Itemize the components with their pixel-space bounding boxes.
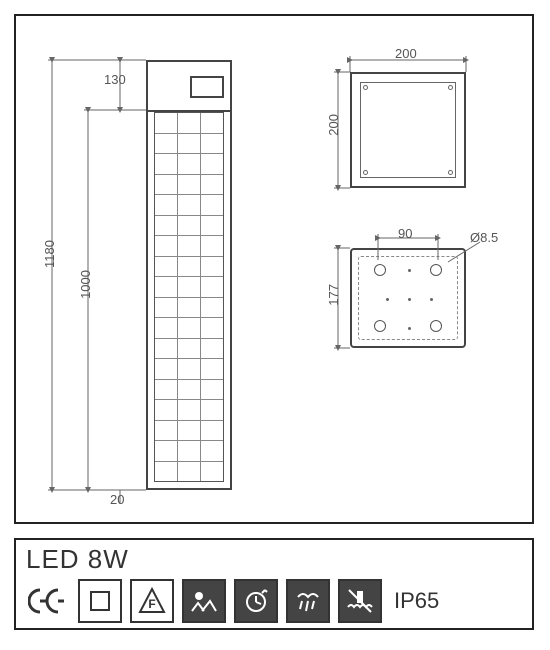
top-plate-dims [330,44,500,214]
ground-install-icon [338,579,382,623]
technical-drawing-panel: 1180 1000 130 20 [14,14,534,524]
timer-icon [234,579,278,623]
ip-rating: IP65 [394,588,439,614]
base-plate-dims [330,226,520,376]
dim-topplate-w: 200 [395,46,417,61]
bollard-head [148,62,230,112]
f-triangle-icon: F [130,579,174,623]
bollard-elevation [146,60,232,490]
bollard-grille [154,112,224,482]
dim-baseplate-w: 90 [398,226,412,241]
dim-total-height: 1180 [42,240,57,268]
svg-text:F: F [148,597,155,611]
spec-label: LED 8W [26,544,522,575]
bollard-light-window [190,76,224,98]
dim-topplate-h: 200 [326,114,341,136]
class2-icon [78,579,122,623]
night-icon [182,579,226,623]
dim-body-height: 1000 [78,270,93,299]
cert-icons-row: F IP65 [26,579,522,623]
ce-mark-icon [26,579,70,623]
spec-panel: LED 8W F IP65 [14,538,534,630]
drawing-area: 1180 1000 130 20 [30,30,518,508]
wet-location-icon [286,579,330,623]
dim-baseplate-h: 177 [326,284,341,306]
dim-foot-height: 20 [110,492,124,507]
dim-head-height: 130 [104,72,126,87]
dim-hole-diameter: Ø8.5 [470,230,498,245]
